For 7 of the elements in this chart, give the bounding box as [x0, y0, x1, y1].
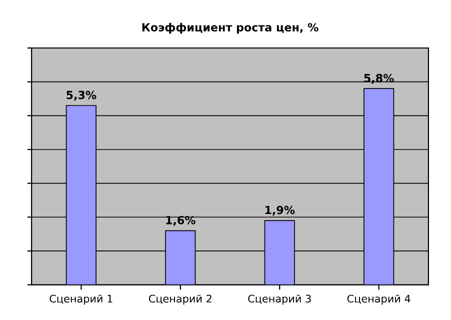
data-label: 5,3%: [66, 90, 96, 101]
x-tick-label: Сценарий 4: [347, 294, 410, 305]
data-label: 1,9%: [265, 206, 295, 216]
x-tick-label: Сценарий 2: [148, 294, 212, 305]
chart-title: Коэффициент роста цен, %: [142, 22, 318, 34]
x-tick-label: Сценарий 1: [50, 294, 112, 305]
x-tick-label: Сценарий 3: [248, 294, 311, 305]
